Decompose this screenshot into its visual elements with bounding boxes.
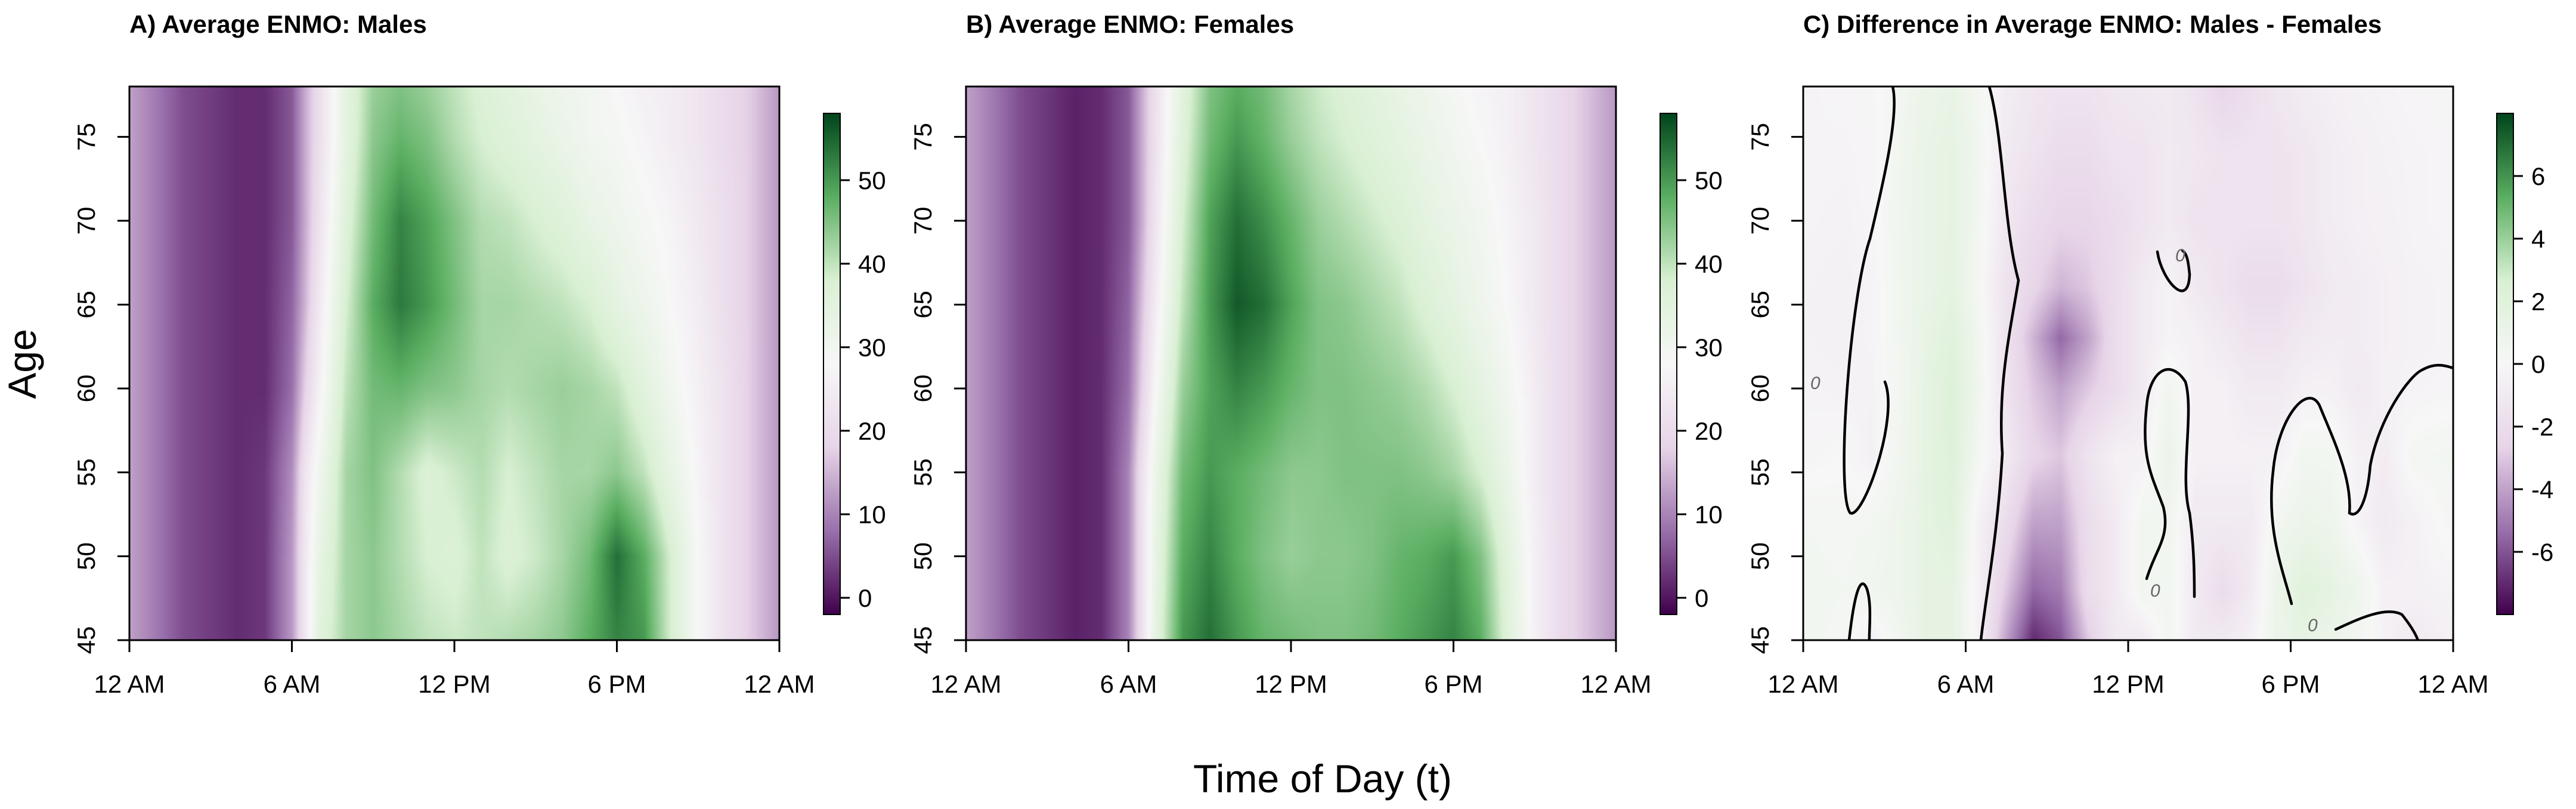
contour-line-4 — [2156, 249, 2191, 292]
y-tick-label: 45 — [72, 626, 100, 654]
panel-c-heatmap: 0 0 0 0 — [1803, 87, 2453, 640]
x-tick-label: 12 AM — [94, 670, 165, 698]
panel-b-heatmap-image — [966, 87, 1616, 640]
x-tick-label: 6 AM — [1937, 670, 1995, 698]
panel-b-title: B) Average ENMO: Females — [966, 10, 1294, 38]
x-tick-label: 12 PM — [1255, 670, 1327, 698]
y-tick-label: 50 — [1746, 542, 1774, 570]
contour-line-2 — [1847, 582, 1872, 640]
panel-a-axes: 12 AM 6 AM 12 PM 6 PM 12 AM 45 50 55 60 65 70 75 — [72, 123, 815, 698]
y-tick-label: 60 — [1746, 375, 1774, 403]
x-tick-label: 12 AM — [930, 670, 1001, 698]
colorbar-tick-label: 10 — [858, 501, 886, 529]
y-tick-label: 70 — [909, 207, 937, 235]
colorbar-tick-label: 0 — [858, 584, 872, 612]
x-tick-label: 6 PM — [587, 670, 646, 698]
panel-a-heatmap — [129, 87, 779, 640]
contour-line-3 — [1979, 87, 2020, 640]
contour-line-1 — [1843, 87, 1896, 515]
colorbar-tick-label: 4 — [2531, 225, 2545, 253]
panel-c-zero-contours — [1843, 87, 2453, 640]
panel-c-colorbar-ticks: -6 -4 -2 0 2 4 6 — [2513, 162, 2553, 566]
colorbar-tick-label: 6 — [2531, 162, 2545, 190]
panel-b-colorbar-ramp — [1659, 113, 1677, 615]
y-tick-label: 75 — [72, 123, 100, 151]
panel-c-colorbar: -6 -4 -2 0 2 4 6 — [2496, 113, 2553, 615]
colorbar-tick-label: 50 — [858, 166, 886, 194]
y-tick-label: 65 — [1746, 291, 1774, 319]
y-tick-label: 45 — [1746, 626, 1774, 654]
x-tick-label: 6 PM — [2261, 670, 2320, 698]
panel-b: B) Average ENMO: Females 12 AM 6 AM 12 PM 6… — [909, 10, 1723, 698]
panel-c-heatmap-image — [1803, 87, 2453, 640]
y-tick-label: 55 — [909, 458, 937, 486]
y-tick-label: 55 — [1746, 458, 1774, 486]
x-tick-label: 6 PM — [1424, 670, 1482, 698]
y-tick-label: 70 — [1746, 207, 1774, 235]
panel-a-colorbar-ticks: 0 10 20 30 40 50 — [840, 166, 886, 612]
colorbar-tick-label: -4 — [2531, 475, 2553, 504]
panel-c: C) Difference in Average ENMO: Males - F… — [1746, 10, 2553, 698]
contour-line-5 — [2144, 368, 2196, 598]
contour-label-3: 0 — [2150, 581, 2160, 601]
contour-line-7 — [2334, 610, 2420, 640]
x-tick-label: 12 PM — [2092, 670, 2164, 698]
colorbar-tick-label: 40 — [858, 250, 886, 278]
panel-a-colorbar-ramp — [823, 113, 841, 615]
y-tick-label: 60 — [72, 375, 100, 403]
x-tick-label: 6 AM — [1100, 670, 1157, 698]
x-tick-label: 12 PM — [418, 670, 490, 698]
colorbar-tick-label: 50 — [1695, 166, 1723, 194]
y-tick-label: 50 — [72, 542, 100, 570]
x-axis-label: Time of Day (t) — [1193, 756, 1452, 801]
panel-b-axes: 12 AM 6 AM 12 PM 6 PM 12 AM 45 50 55 60 65 70 75 — [909, 123, 1652, 698]
colorbar-tick-label: 40 — [1695, 250, 1723, 278]
panel-a: A) Average ENMO: Males 12 AM 6 AM 12 PM 6 P… — [72, 10, 886, 698]
contour-label-2: 0 — [2175, 246, 2185, 265]
x-tick-label: 12 AM — [1767, 670, 1838, 698]
contour-label-4: 0 — [2308, 616, 2318, 635]
colorbar-tick-label: 0 — [1695, 584, 1708, 612]
colorbar-tick-label: 2 — [2531, 288, 2545, 316]
colorbar-tick-label: -6 — [2531, 538, 2553, 566]
panel-c-title: C) Difference in Average ENMO: Males - F… — [1803, 10, 2382, 38]
colorbar-tick-label: 30 — [858, 334, 886, 362]
panel-a-colorbar: 0 10 20 30 40 50 — [823, 113, 886, 615]
y-tick-label: 65 — [909, 291, 937, 319]
panel-b-colorbar: 0 10 20 30 40 50 — [1659, 113, 1723, 615]
y-tick-label: 75 — [1746, 123, 1774, 151]
panel-a-heatmap-image — [129, 87, 779, 640]
colorbar-tick-label: 10 — [1695, 501, 1723, 529]
panel-b-heatmap — [966, 87, 1616, 640]
contour-line-6 — [2270, 363, 2453, 606]
colorbar-tick-label: 20 — [1695, 417, 1723, 445]
colorbar-tick-label: 30 — [1695, 334, 1723, 362]
panel-c-colorbar-ramp — [2496, 113, 2514, 615]
panel-b-colorbar-ticks: 0 10 20 30 40 50 — [1677, 166, 1723, 612]
y-tick-label: 45 — [909, 626, 937, 654]
y-tick-label: 50 — [909, 542, 937, 570]
y-tick-label: 60 — [909, 375, 937, 403]
contour-label-1: 0 — [1810, 373, 1820, 393]
y-tick-label: 55 — [72, 458, 100, 486]
colorbar-tick-label: -2 — [2531, 413, 2553, 441]
colorbar-tick-label: 0 — [2531, 350, 2545, 378]
y-axis-label: Age — [0, 329, 44, 399]
x-tick-label: 6 AM — [264, 670, 321, 698]
panel-c-axes: 12 AM 6 AM 12 PM 6 PM 12 AM 45 50 55 60 65 70 75 — [1746, 123, 2489, 698]
y-tick-label: 70 — [72, 207, 100, 235]
panel-c-contour-labels: 0 0 0 0 — [1810, 246, 2318, 635]
colorbar-tick-label: 20 — [858, 417, 886, 445]
y-tick-label: 75 — [909, 123, 937, 151]
x-tick-label: 12 AM — [2417, 670, 2488, 698]
x-tick-label: 12 AM — [744, 670, 815, 698]
y-tick-label: 65 — [72, 291, 100, 319]
x-tick-label: 12 AM — [1580, 670, 1651, 698]
panel-a-title: A) Average ENMO: Males — [129, 10, 427, 38]
